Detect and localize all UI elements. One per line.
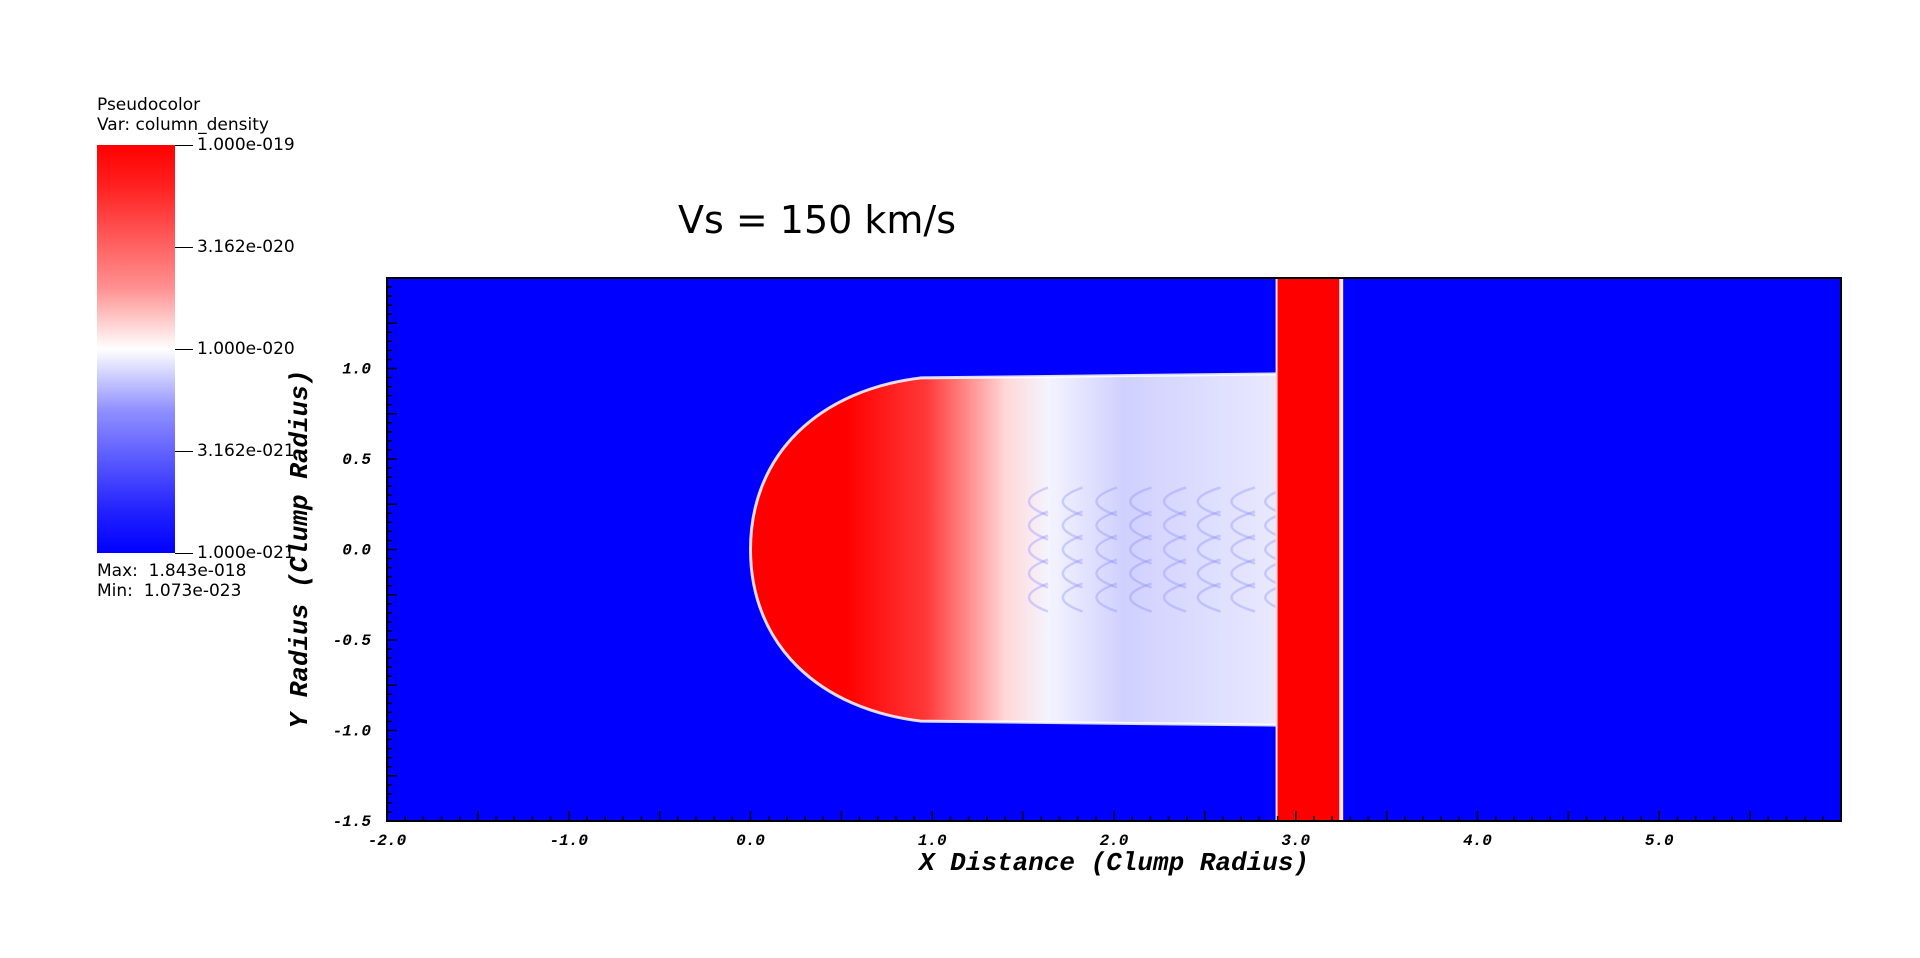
x-tick-label: 1.0 <box>918 832 947 850</box>
y-tick-label: 0.5 <box>342 451 371 469</box>
y-tick-label: 1.0 <box>342 361 371 379</box>
clump-ripples <box>1027 486 1290 613</box>
x-axis-label: X Distance (Clump Radius) <box>918 848 1310 878</box>
colorbar-tick-label: 1.000e-019 <box>197 135 295 155</box>
legend-plot-type: Pseudocolor <box>97 95 201 115</box>
x-tick-label: 4.0 <box>1463 832 1492 850</box>
colorbar <box>97 145 175 553</box>
clump-body <box>750 373 1278 726</box>
colorbar-tick-label: 3.162e-021 <box>197 441 295 461</box>
legend-variable: Var: column_density <box>97 115 269 135</box>
colorbar-tick <box>175 144 193 146</box>
shock-band <box>1277 278 1342 821</box>
x-tick-label: 3.0 <box>1281 832 1310 850</box>
colorbar-tick <box>175 348 193 350</box>
y-tick-label: 0.0 <box>342 542 371 560</box>
colorbar-tick-label: 3.162e-020 <box>197 237 295 257</box>
x-tick-label: 5.0 <box>1645 832 1674 850</box>
legend-min: Min: 1.073e-023 <box>97 581 242 601</box>
colorbar-tick <box>175 450 193 452</box>
colorbar-tick-label: 1.000e-020 <box>197 339 295 359</box>
colorbar-tick <box>175 246 193 248</box>
y-axis-label: Y Radius (Clump Radius) <box>285 369 315 729</box>
x-tick-label: 0.0 <box>736 832 765 850</box>
legend-max: Max: 1.843e-018 <box>97 561 247 581</box>
y-tick-label: -1.5 <box>333 813 372 831</box>
x-tick-label: -2.0 <box>368 832 407 850</box>
x-tick-label: 2.0 <box>1100 832 1129 850</box>
chart-title: Vs = 150 km/s <box>678 198 957 242</box>
y-tick-label: -0.5 <box>333 632 372 650</box>
shock-band-edge-right <box>1339 278 1344 821</box>
colorbar-tick-label: 1.000e-021 <box>197 543 295 563</box>
y-tick-label: -1.0 <box>333 723 372 741</box>
x-tick-label: -1.0 <box>550 832 589 850</box>
clump-edge <box>748 372 1280 727</box>
colorbar-tick <box>175 552 193 554</box>
